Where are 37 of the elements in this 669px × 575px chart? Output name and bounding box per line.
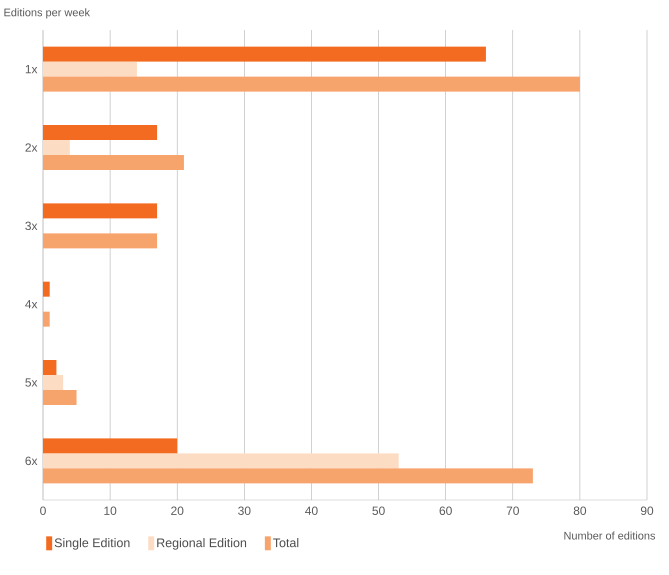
y-tick-label: 4x	[25, 300, 38, 308]
bar	[43, 46, 486, 62]
bar	[43, 233, 158, 248]
x-tick-label: 50	[372, 506, 385, 515]
y-axis-title: Editions per week	[4, 8, 90, 18]
bar	[43, 155, 184, 170]
y-tick-label: 5x	[25, 378, 38, 387]
x-tick-label: 80	[574, 506, 586, 515]
bar	[43, 453, 399, 468]
bar	[43, 203, 158, 218]
legend-label: Total	[273, 538, 298, 548]
bar	[43, 468, 533, 484]
x-tick-label: 90	[640, 506, 654, 515]
x-axis-title: Number of editions	[564, 532, 656, 540]
x-tick-label: 10	[104, 506, 116, 515]
x-tick-label: 0	[40, 506, 46, 515]
bar	[43, 76, 580, 92]
x-tick-label: 30	[238, 506, 251, 515]
bar	[43, 360, 56, 376]
bar	[43, 375, 64, 390]
bar	[43, 140, 70, 155]
y-tick-label: 2x	[25, 143, 38, 152]
bar	[43, 438, 178, 454]
bar	[43, 390, 77, 406]
bar	[43, 62, 137, 77]
y-tick-label: 6x	[25, 456, 38, 466]
legend-label: Regional Edition	[157, 538, 246, 550]
x-tick-label: 40	[305, 506, 318, 515]
bar	[43, 312, 50, 327]
y-tick-label: 3x	[25, 222, 38, 230]
x-tick-label: 60	[440, 506, 452, 515]
y-tick-label: 1x	[26, 65, 38, 74]
bar	[43, 125, 158, 140]
bar	[43, 282, 50, 297]
x-tick-label: 70	[506, 506, 519, 515]
x-tick-label: 20	[171, 506, 184, 515]
legend-label: Single Edition	[54, 538, 130, 550]
